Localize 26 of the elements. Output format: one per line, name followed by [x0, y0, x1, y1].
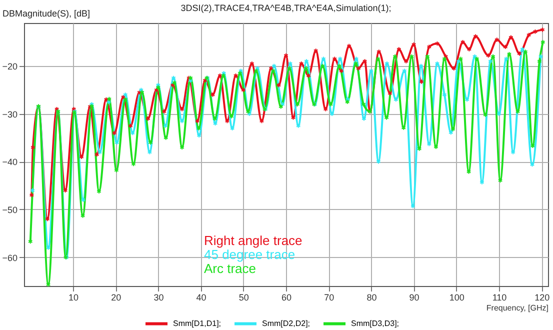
x-tick-label: 20 — [111, 292, 122, 302]
x-axis-title: Frequency, [GHz] — [486, 304, 548, 312]
x-tick-label: 60 — [281, 292, 292, 302]
x-tick-label: 100 — [449, 292, 464, 302]
x-tick-label: 50 — [238, 292, 249, 302]
legend-label: Smm[D3,D3]; — [351, 318, 400, 328]
x-tick-label: 90 — [409, 292, 420, 302]
y-tick-label: −50 — [2, 204, 18, 215]
y-tick-label: −60 — [2, 252, 18, 263]
y-tick-label: −20 — [2, 62, 18, 72]
legend-label: Smm[D2,D2]; — [262, 318, 310, 328]
annotation: Arc trace — [204, 261, 256, 276]
legend-label: Smm[D1,D1]; — [173, 318, 222, 328]
y-tick-label: −40 — [2, 157, 18, 168]
x-tick-label: 80 — [366, 292, 377, 302]
x-tick-label: 110 — [492, 292, 507, 302]
x-tick-label: 10 — [68, 292, 78, 302]
x-tick-label: 30 — [154, 292, 164, 302]
x-tick-label: 70 — [324, 292, 334, 302]
y-tick-label: −30 — [2, 109, 18, 120]
x-tick-label: 40 — [196, 292, 206, 302]
y-axis-title: DBMagnitude(S), [dB] — [2, 8, 90, 18]
annotation: 45 degree trace — [204, 247, 296, 262]
x-tick-label: 120 — [534, 292, 550, 302]
chart-title: 3DSI(2),TRACE4,TRA^E4B,TRA^E4A,Simulation(1); — [180, 3, 392, 13]
annotation: Right angle trace — [204, 233, 302, 248]
